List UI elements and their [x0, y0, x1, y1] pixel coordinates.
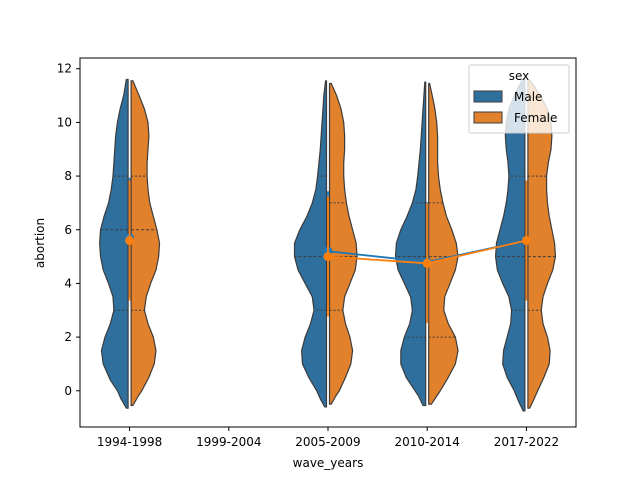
violin-female-1994-1998 [130, 80, 161, 407]
plot-area [99, 78, 557, 412]
violin-male-2005-2009 [293, 80, 328, 408]
x-tick-label: 2010-2014 [394, 435, 459, 449]
x-tick-label: 1994-1998 [97, 435, 162, 449]
mean-point-female [521, 235, 531, 245]
legend-swatch-female [473, 111, 503, 124]
violin-male-2010-2014 [394, 81, 427, 407]
x-tick-label: 2017-2022 [494, 435, 559, 449]
legend: sex Male Female [468, 64, 570, 134]
mean-point-female [422, 258, 432, 268]
mean-point-female [125, 235, 135, 245]
mean-point-female [323, 252, 333, 262]
y-tick-label: 10 [57, 115, 72, 129]
x-tick-label: 1999-2004 [196, 435, 261, 449]
x-tick-label: 2005-2009 [295, 435, 360, 449]
x-axis: 1994-1998 1999-2004 2005-2009 2010-2014 2017… [97, 427, 559, 449]
y-tick-label: 0 [64, 384, 72, 398]
legend-swatch-male [473, 90, 503, 103]
y-tick-label: 6 [64, 223, 72, 237]
legend-title: sex [509, 69, 530, 83]
y-axis: 0 2 4 6 8 10 12 [57, 62, 80, 398]
y-tick-label: 4 [64, 276, 72, 290]
y-tick-label: 2 [64, 330, 72, 344]
legend-label-female: Female [514, 111, 557, 125]
y-tick-label: 12 [57, 62, 72, 76]
y-axis-label: abortion [33, 218, 47, 268]
legend-label-male: Male [514, 90, 542, 104]
mean-line-female [327, 255, 428, 265]
violin-male-1994-1998 [99, 78, 129, 409]
y-tick-label: 8 [64, 169, 72, 183]
mean-line-female [426, 239, 527, 265]
violin-female-2010-2014 [428, 82, 459, 405]
violin-female-2005-2009 [328, 82, 358, 405]
x-axis-label: wave_years [293, 456, 364, 470]
mean-line-male [327, 250, 428, 263]
